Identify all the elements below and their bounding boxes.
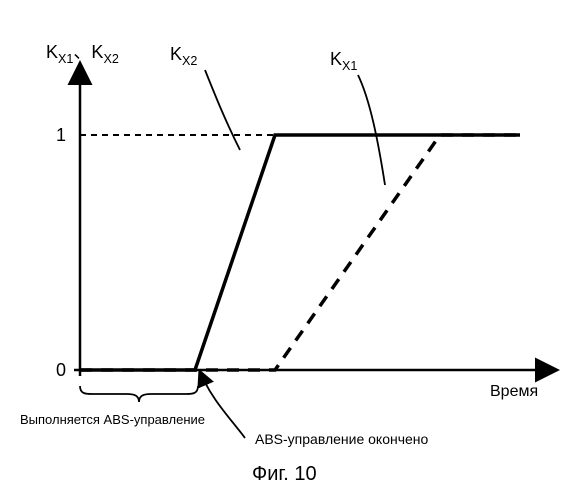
arrow-abs-end [200, 372, 245, 438]
y-tick-label: 0 [56, 360, 66, 380]
figure-caption: Фиг. 10 [252, 463, 317, 485]
series-label-kx2: KX2 [170, 44, 197, 68]
y-tick-label: 1 [56, 125, 66, 145]
svg-text:KX1、KX2: KX1、KX2 [46, 42, 119, 66]
series-kx1 [80, 135, 520, 370]
y-axis-label: KX1、KX2 [46, 42, 119, 66]
label-abs-running: Выполняется ABS-управление [20, 412, 205, 427]
label-abs-end: ABS-управление окончено [255, 431, 429, 447]
callout-kx1 [358, 75, 385, 185]
brace-abs-running [80, 386, 198, 402]
x-axis-label: Время [490, 383, 538, 400]
series-label-kx1: KX1 [330, 49, 357, 73]
callout-kx2 [205, 70, 240, 150]
